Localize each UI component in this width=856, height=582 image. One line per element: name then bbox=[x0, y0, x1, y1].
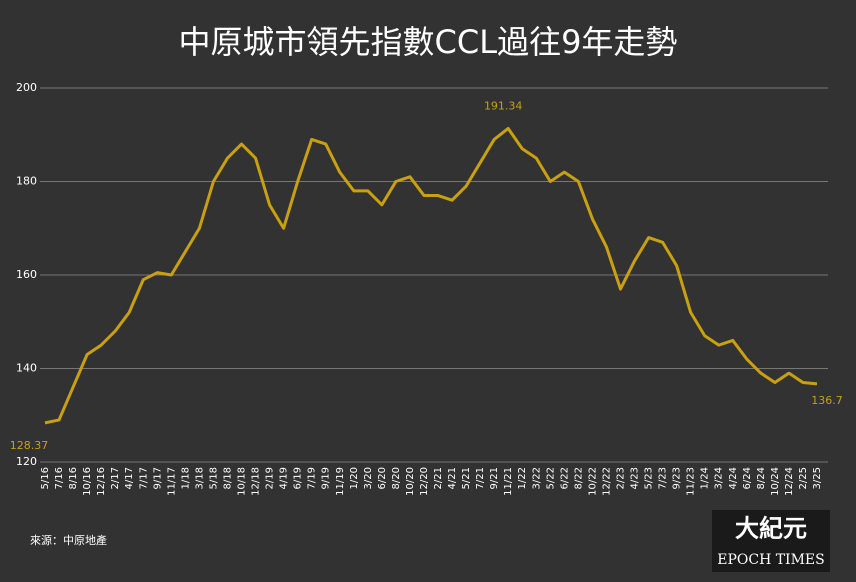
x-tick-label: 8/16 bbox=[68, 467, 79, 489]
data-label: 128.37 bbox=[10, 439, 49, 452]
x-tick-label: 7/16 bbox=[54, 467, 65, 489]
x-tick-label: 12/22 bbox=[601, 467, 612, 496]
x-tick-label: 6/19 bbox=[293, 467, 304, 489]
data-label: 191.34 bbox=[484, 99, 523, 112]
x-tick-label: 5/18 bbox=[208, 467, 219, 489]
x-tick-label: 5/23 bbox=[644, 467, 655, 489]
y-tick-label: 180 bbox=[16, 175, 37, 188]
x-tick-label: 4/24 bbox=[728, 467, 739, 489]
x-tick-label: 12/16 bbox=[96, 467, 107, 496]
x-tick-label: 10/18 bbox=[237, 467, 248, 496]
line bbox=[44, 126, 818, 425]
x-tick-label: 3/18 bbox=[194, 467, 205, 489]
x-tick-label: 4/21 bbox=[447, 467, 458, 489]
x-tick-label: 3/20 bbox=[363, 467, 374, 489]
x-tick-label: 4/17 bbox=[124, 467, 135, 489]
x-tick-label: 11/21 bbox=[503, 467, 514, 496]
x-tick-label: 9/21 bbox=[489, 467, 500, 489]
x-tick-label: 11/19 bbox=[335, 467, 346, 496]
logo: 大紀元 bbox=[735, 514, 807, 543]
chart-title: 中原城市領先指數CCL過往9年走勢 bbox=[179, 23, 678, 61]
y-tick-label: 160 bbox=[16, 268, 37, 281]
x-tick-label: 7/21 bbox=[475, 467, 486, 489]
x-tick-label: 3/24 bbox=[714, 467, 725, 489]
x-tick-label: 4/23 bbox=[630, 467, 641, 489]
x-tick-label: 1/22 bbox=[517, 467, 528, 489]
x-tick-label: 9/17 bbox=[152, 467, 163, 489]
x-tick-label: 7/19 bbox=[307, 467, 318, 489]
x-tick-label: 8/20 bbox=[391, 467, 402, 489]
x-tick-label: 7/17 bbox=[138, 467, 149, 489]
x-tick-label: 3/25 bbox=[812, 467, 823, 489]
source: 來源：中原地產 bbox=[30, 533, 107, 547]
x-tick-label: 4/19 bbox=[279, 467, 290, 489]
x-tick-label: 6/20 bbox=[377, 467, 388, 489]
x-tick-label: 5/21 bbox=[461, 467, 472, 489]
x-tick-label: 1/24 bbox=[700, 467, 711, 489]
x-tick-label: 12/18 bbox=[251, 467, 262, 496]
x-tick-label: 5/22 bbox=[545, 467, 556, 489]
x-tick-label: 7/23 bbox=[658, 467, 669, 489]
x-tick-label: 8/24 bbox=[756, 467, 767, 489]
x-tick-label: 1/20 bbox=[349, 467, 360, 489]
x-tick-label: 11/23 bbox=[686, 467, 697, 496]
x-tick-label: 10/24 bbox=[770, 467, 781, 496]
x-tick-label: 1/18 bbox=[180, 467, 191, 489]
x-tick-label: 6/22 bbox=[559, 467, 570, 489]
x-tick-label: 12/20 bbox=[419, 467, 430, 496]
x-tick-label: 2/17 bbox=[110, 467, 121, 489]
x-tick-label: 10/16 bbox=[82, 467, 93, 496]
y-tick-label: 140 bbox=[16, 362, 37, 375]
x-tick-label: 2/21 bbox=[433, 467, 444, 489]
x-tick-label: 2/19 bbox=[265, 467, 276, 489]
x-tick-label: 5/16 bbox=[40, 467, 51, 489]
data-label: 136.7 bbox=[811, 394, 843, 407]
x-tick-label: 8/22 bbox=[573, 467, 584, 489]
logo-sub: EPOCH TIMES bbox=[717, 552, 825, 568]
x-tick-label: 2/23 bbox=[615, 467, 626, 489]
x-tick-label: 6/24 bbox=[742, 467, 753, 489]
y-tick-label: 120 bbox=[16, 455, 37, 468]
x-tick-label: 10/20 bbox=[405, 467, 416, 496]
logo-box bbox=[712, 510, 830, 572]
x-tick-label: 9/23 bbox=[672, 467, 683, 489]
x-tick-label: 12/24 bbox=[784, 467, 795, 496]
x-tick-label: 9/19 bbox=[321, 467, 332, 489]
x-tick-label: 8/18 bbox=[222, 467, 233, 489]
x-tick-label: 3/22 bbox=[531, 467, 542, 489]
y-tick-label: 200 bbox=[16, 81, 37, 94]
x-tick-label: 10/22 bbox=[587, 467, 598, 496]
x-tick-label: 11/17 bbox=[166, 467, 177, 496]
x-tick-label: 2/25 bbox=[798, 467, 809, 489]
